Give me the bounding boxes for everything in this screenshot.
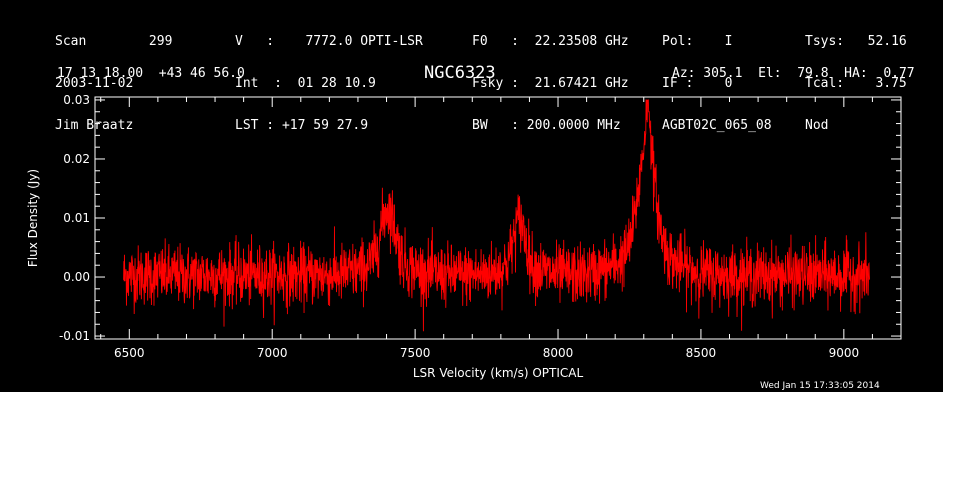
header-col-3: F0 : 22.23508 GHz Fsky : 21.67421 GHz BW… — [472, 7, 629, 161]
source-name-title: NGC6323 — [424, 63, 496, 83]
header-col-4: Pol: I IF : 0 AGBT02C_065_08 — [662, 7, 772, 161]
spectrum-chart: 6500 7000 7500 8000 8500 9000 -0.01 0.00 0.01 0.0… — [26, 93, 902, 380]
x-tick-label: 9000 — [829, 346, 860, 360]
integration-time: Int : 01 28 10.9 — [235, 76, 376, 91]
calibration-temperature: Tcal: 3.75 — [805, 76, 907, 91]
header-col-2: V : 7772.0 OPTI-LSR Int : 01 28 10.9 LST… — [235, 7, 423, 161]
rest-frequency: F0 : 22.23508 GHz — [472, 34, 629, 49]
y-tick-label: 0.00 — [63, 270, 90, 284]
spectrum-trace-layer — [123, 99, 871, 332]
x-tick-label: 7000 — [257, 346, 288, 360]
y-tick-label: 0.01 — [63, 211, 90, 225]
if-number: IF : 0 — [662, 76, 733, 91]
velocity-info: V : 7772.0 OPTI-LSR — [235, 34, 423, 49]
x-tick-label: 8000 — [543, 346, 574, 360]
polarization: Pol: I — [662, 34, 733, 49]
observation-date: 2003-11-02 — [55, 76, 134, 91]
axis-layer: 6500 7000 7500 8000 8500 9000 -0.01 0.00 0.01 0.0… — [59, 93, 902, 360]
x-tick-label: 8500 — [686, 346, 717, 360]
y-tick-label: 0.02 — [63, 152, 90, 166]
spectrum-line — [123, 99, 871, 332]
procedure-type: Nod — [805, 118, 829, 133]
y-tick-label: -0.01 — [59, 329, 90, 343]
timestamp: Wed Jan 15 17:33:05 2014 — [760, 381, 880, 391]
x-tick-label: 7500 — [400, 346, 431, 360]
plot-panel: Scan 299 2003-11-02 Jim Braatz V : 7772.… — [0, 0, 943, 392]
x-tick-label: 6500 — [114, 346, 145, 360]
project-id: AGBT02C_065_08 — [662, 118, 772, 133]
bandwidth: BW : 200.0000 MHz — [472, 118, 621, 133]
az-el-ha: Az: 305.1 El: 79.8 HA: 0.77 — [672, 66, 915, 81]
y-axis-label: Flux Density (Jy) — [26, 169, 40, 267]
sky-frequency: Fsky : 21.67421 GHz — [472, 76, 629, 91]
header-col-1: Scan 299 2003-11-02 Jim Braatz — [55, 7, 172, 161]
header-col-5: Tsys: 52.16 Tcal: 3.75 Nod — [805, 7, 907, 161]
source-coordinates: 17 13 18.00 +43 46 56.0 — [57, 66, 245, 81]
lst-info: LST : +17 59 27.9 — [235, 118, 369, 133]
system-temperature: Tsys: 52.16 — [805, 34, 907, 49]
y-tick-label: 0.03 — [63, 93, 90, 107]
observer-name: Jim Braatz — [55, 118, 134, 133]
scan-number: Scan 299 — [55, 34, 173, 49]
x-axis-label: LSR Velocity (km/s) OPTICAL — [413, 366, 584, 380]
